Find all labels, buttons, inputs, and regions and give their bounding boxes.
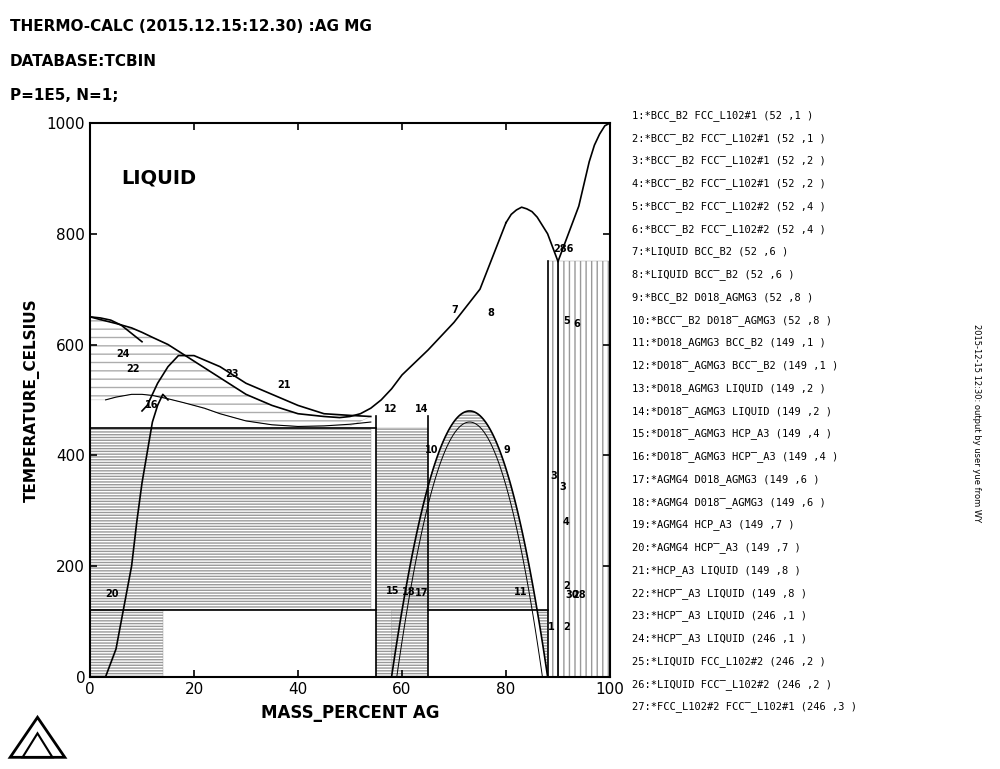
Text: 8: 8 <box>488 308 495 318</box>
Text: 19:*AGMG4 HCP_A3 (149 ,7 ): 19:*AGMG4 HCP_A3 (149 ,7 ) <box>632 519 795 531</box>
Text: 1:*BCC_B2 FCC_L102#1 (52 ,1 ): 1:*BCC_B2 FCC_L102#1 (52 ,1 ) <box>632 110 813 121</box>
Text: 7:*LIQUID BCC_B2 (52 ,6 ): 7:*LIQUID BCC_B2 (52 ,6 ) <box>632 247 788 258</box>
Text: 6: 6 <box>574 319 580 329</box>
Text: 14: 14 <box>415 404 428 414</box>
Text: 13:*D018_AGMG3 LIQUID (149 ,2 ): 13:*D018_AGMG3 LIQUID (149 ,2 ) <box>632 383 826 394</box>
Text: 24:*HCP̅_A3 LIQUID (246 ,1 ): 24:*HCP̅_A3 LIQUID (246 ,1 ) <box>632 633 807 644</box>
Text: 27:*FCC_L102#2 FCC̅_L102#1 (246 ,3 ): 27:*FCC_L102#2 FCC̅_L102#1 (246 ,3 ) <box>632 701 857 712</box>
Text: 25:*LIQUID FCC_L102#2 (246 ,2 ): 25:*LIQUID FCC_L102#2 (246 ,2 ) <box>632 656 826 667</box>
Text: 14:*D018̅_AGMG3 LIQUID (149 ,2 ): 14:*D018̅_AGMG3 LIQUID (149 ,2 ) <box>632 406 832 417</box>
Text: 8:*LIQUID BCC̅_B2 (52 ,6 ): 8:*LIQUID BCC̅_B2 (52 ,6 ) <box>632 269 795 280</box>
Text: 17: 17 <box>415 588 428 598</box>
Text: 2015-12-15 12:30: output by user yue from WY: 2015-12-15 12:30: output by user yue fro… <box>972 324 982 522</box>
Text: 18: 18 <box>402 587 416 597</box>
Text: 21: 21 <box>277 381 291 391</box>
Text: 3: 3 <box>550 471 557 481</box>
Text: 16:*D018̅_AGMG3 HCP̅_A3 (149 ,4 ): 16:*D018̅_AGMG3 HCP̅_A3 (149 ,4 ) <box>632 451 838 462</box>
Text: 10:*BCC̅_B2 D018̅_AGMG3 (52 ,8 ): 10:*BCC̅_B2 D018̅_AGMG3 (52 ,8 ) <box>632 315 832 325</box>
Text: 30: 30 <box>566 590 579 600</box>
Text: 22: 22 <box>126 364 140 374</box>
Text: LIQUID: LIQUID <box>121 169 196 188</box>
Text: 24: 24 <box>116 349 130 359</box>
Text: 2:*BCC̅_B2 FCC̅_L102#1 (52 ,1 ): 2:*BCC̅_B2 FCC̅_L102#1 (52 ,1 ) <box>632 133 826 144</box>
Text: 15:*D018̅_AGMG3 HCP_A3 (149 ,4 ): 15:*D018̅_AGMG3 HCP_A3 (149 ,4 ) <box>632 428 832 439</box>
Text: 23:*HCP̅_A3 LIQUID (246 ,1 ): 23:*HCP̅_A3 LIQUID (246 ,1 ) <box>632 611 807 621</box>
Text: 5: 5 <box>563 316 570 326</box>
Text: 3:*BCC̅_B2 FCC̅_L102#1 (52 ,2 ): 3:*BCC̅_B2 FCC̅_L102#1 (52 ,2 ) <box>632 155 826 166</box>
Text: THERMO-CALC (2015.12.15:12.30) :AG MG: THERMO-CALC (2015.12.15:12.30) :AG MG <box>10 19 372 35</box>
Text: 18:*AGMG4 D018̅_AGMG3 (149 ,6 ): 18:*AGMG4 D018̅_AGMG3 (149 ,6 ) <box>632 497 826 508</box>
Text: 1: 1 <box>548 622 554 632</box>
Text: P=1E5, N=1;: P=1E5, N=1; <box>10 88 119 104</box>
Text: 3: 3 <box>559 482 566 492</box>
X-axis label: MASS_PERCENT AG: MASS_PERCENT AG <box>261 704 439 721</box>
Text: 286: 286 <box>553 244 573 254</box>
Text: 26:*LIQUID FCC̅_L102#2 (246 ,2 ): 26:*LIQUID FCC̅_L102#2 (246 ,2 ) <box>632 679 832 690</box>
Text: 22:*HCP̅_A3 LIQUID (149 ,8 ): 22:*HCP̅_A3 LIQUID (149 ,8 ) <box>632 588 807 598</box>
Text: 6:*BCC̅_B2 FCC̅_L102#2 (52 ,4 ): 6:*BCC̅_B2 FCC̅_L102#2 (52 ,4 ) <box>632 224 826 235</box>
Text: 11:*D018_AGMG3 BCC_B2 (149 ,1 ): 11:*D018_AGMG3 BCC_B2 (149 ,1 ) <box>632 338 826 348</box>
Text: 9: 9 <box>503 444 510 454</box>
Text: 23: 23 <box>225 369 239 379</box>
Text: 2: 2 <box>563 581 570 591</box>
Text: 16: 16 <box>145 401 158 411</box>
Text: 28: 28 <box>573 590 586 600</box>
Text: 7: 7 <box>451 305 458 315</box>
Text: DATABASE:TCBIN: DATABASE:TCBIN <box>10 54 157 69</box>
Text: 11: 11 <box>514 587 527 597</box>
Text: 2: 2 <box>563 622 570 632</box>
Text: 20: 20 <box>106 588 119 599</box>
Text: 9:*BCC_B2 D018_AGMG3 (52 ,8 ): 9:*BCC_B2 D018_AGMG3 (52 ,8 ) <box>632 292 813 303</box>
Text: 20:*AGMG4 HCP̅_A3 (149 ,7 ): 20:*AGMG4 HCP̅_A3 (149 ,7 ) <box>632 542 801 553</box>
Text: 10: 10 <box>425 444 439 454</box>
Text: 12: 12 <box>384 404 397 414</box>
Text: 4: 4 <box>562 517 569 527</box>
Text: 5:*BCC̅_B2 FCC̅_L102#2 (52 ,4 ): 5:*BCC̅_B2 FCC̅_L102#2 (52 ,4 ) <box>632 201 826 212</box>
Text: 21:*HCP_A3 LIQUID (149 ,8 ): 21:*HCP_A3 LIQUID (149 ,8 ) <box>632 565 801 576</box>
Text: 17:*AGMG4 D018_AGMG3 (149 ,6 ): 17:*AGMG4 D018_AGMG3 (149 ,6 ) <box>632 474 820 485</box>
Text: 4:*BCC̅_B2 FCC̅_L102#1 (52 ,2 ): 4:*BCC̅_B2 FCC̅_L102#1 (52 ,2 ) <box>632 178 826 189</box>
Text: 15: 15 <box>386 586 400 596</box>
Text: 12:*D018̅_AGMG3 BCC̅_B2 (149 ,1 ): 12:*D018̅_AGMG3 BCC̅_B2 (149 ,1 ) <box>632 360 838 371</box>
Y-axis label: TEMPERATURE_CELSIUS: TEMPERATURE_CELSIUS <box>24 298 40 501</box>
